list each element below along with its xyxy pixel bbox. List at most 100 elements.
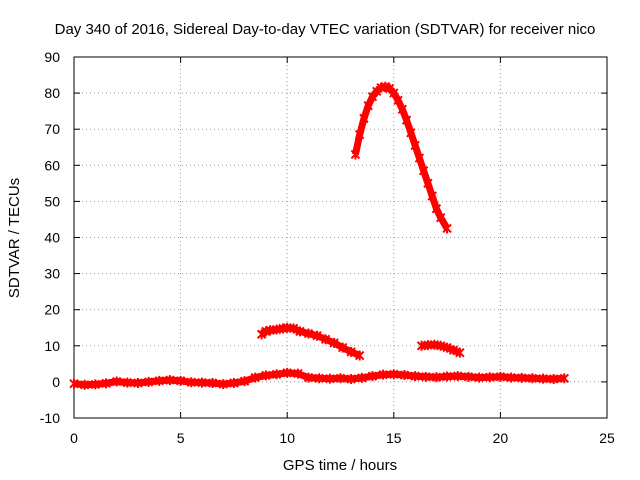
y-tick-label: 0 — [52, 374, 60, 390]
y-tick-label: 10 — [44, 338, 60, 354]
data-point — [90, 379, 101, 390]
series-baseline — [69, 367, 570, 390]
data-point — [111, 376, 122, 387]
data-point — [325, 373, 335, 384]
data-point — [423, 178, 433, 189]
grid-lines — [74, 57, 607, 418]
data-point — [218, 379, 228, 390]
x-tick-label: 20 — [493, 430, 509, 446]
data-point — [421, 371, 431, 382]
data-point — [410, 140, 420, 151]
data-point — [320, 334, 331, 345]
data-point — [303, 328, 314, 339]
data-point — [442, 342, 452, 353]
data-point — [288, 323, 299, 334]
data-point — [485, 372, 495, 383]
data-point — [363, 100, 373, 111]
data-point — [337, 342, 348, 353]
data-point — [250, 372, 260, 383]
data-point — [312, 330, 322, 341]
data-point — [261, 370, 271, 381]
data-point — [435, 340, 446, 351]
data-point — [393, 95, 403, 106]
data-point — [282, 367, 292, 378]
data-point — [154, 375, 164, 386]
data-point — [559, 373, 570, 384]
data-point — [406, 127, 416, 138]
data-point — [335, 373, 346, 384]
y-tick-label: 50 — [44, 193, 60, 209]
chart-title: Day 340 of 2016, Sidereal Day-to-day VTE… — [55, 21, 596, 38]
data-point — [143, 376, 154, 387]
data-point — [474, 372, 484, 383]
data-point — [378, 369, 388, 380]
data-point — [165, 375, 175, 386]
data-point — [175, 375, 186, 386]
plot-frame — [73, 56, 608, 419]
data-point — [442, 371, 452, 382]
data-point — [357, 372, 367, 383]
data-point — [271, 369, 282, 380]
data-point — [397, 104, 408, 115]
series-arc-10h — [256, 322, 365, 361]
data-point — [453, 371, 463, 382]
data-point — [293, 368, 303, 379]
data-point — [186, 377, 196, 388]
data-point — [431, 372, 442, 383]
data-point — [346, 346, 356, 357]
data-point — [548, 374, 559, 385]
x-tick-label: 15 — [386, 430, 402, 446]
y-tick-label: 40 — [44, 230, 60, 246]
data-point — [463, 371, 474, 382]
data-point — [427, 190, 437, 201]
data-point — [69, 378, 79, 389]
y-tick-label: 20 — [44, 302, 60, 318]
data-point — [303, 372, 314, 383]
data-point — [506, 372, 516, 383]
y-tick-label: 80 — [44, 85, 60, 101]
data-point — [448, 345, 459, 356]
data-point — [101, 378, 111, 389]
y-tick-label: 30 — [44, 266, 60, 282]
data-point — [455, 347, 465, 358]
data-point — [401, 115, 412, 126]
data-point — [350, 149, 361, 160]
y-tick-label: -10 — [40, 410, 60, 426]
data-point — [410, 371, 420, 382]
data-point — [122, 377, 133, 388]
data-point — [367, 371, 378, 382]
data-point — [354, 129, 365, 140]
data-point — [133, 377, 143, 388]
data-point — [239, 376, 250, 387]
data-point — [354, 350, 365, 361]
series-arc-17h — [416, 339, 465, 358]
data-point — [431, 203, 442, 214]
data-point — [359, 113, 369, 124]
data-point — [389, 88, 399, 99]
x-tick-label: 10 — [279, 430, 295, 446]
data-point — [399, 370, 410, 381]
data-point — [295, 326, 305, 337]
data-point — [442, 223, 452, 234]
data-point — [329, 337, 339, 348]
data-point — [207, 377, 218, 388]
data-point — [346, 374, 356, 385]
x-axis-label: GPS time / hours — [283, 457, 397, 474]
data-point — [495, 371, 506, 382]
series-trace — [351, 83, 451, 231]
x-tick-label: 0 — [70, 430, 78, 446]
data-point — [314, 373, 324, 384]
x-tick-label: 25 — [599, 430, 615, 446]
data-point — [79, 379, 90, 390]
data-point — [197, 377, 207, 388]
y-tick-label: 60 — [44, 157, 60, 173]
data-point — [418, 165, 429, 176]
data-point — [229, 377, 239, 388]
data-marks — [69, 81, 570, 390]
data-point — [527, 373, 538, 384]
axis-ticks: 0 5 10 15 20 25 -10 0 10 20 30 40 50 60 70 80 90 — [40, 49, 615, 446]
data-point — [538, 373, 548, 384]
y-tick-label: 70 — [44, 121, 60, 137]
x-tick-label: 5 — [177, 430, 185, 446]
